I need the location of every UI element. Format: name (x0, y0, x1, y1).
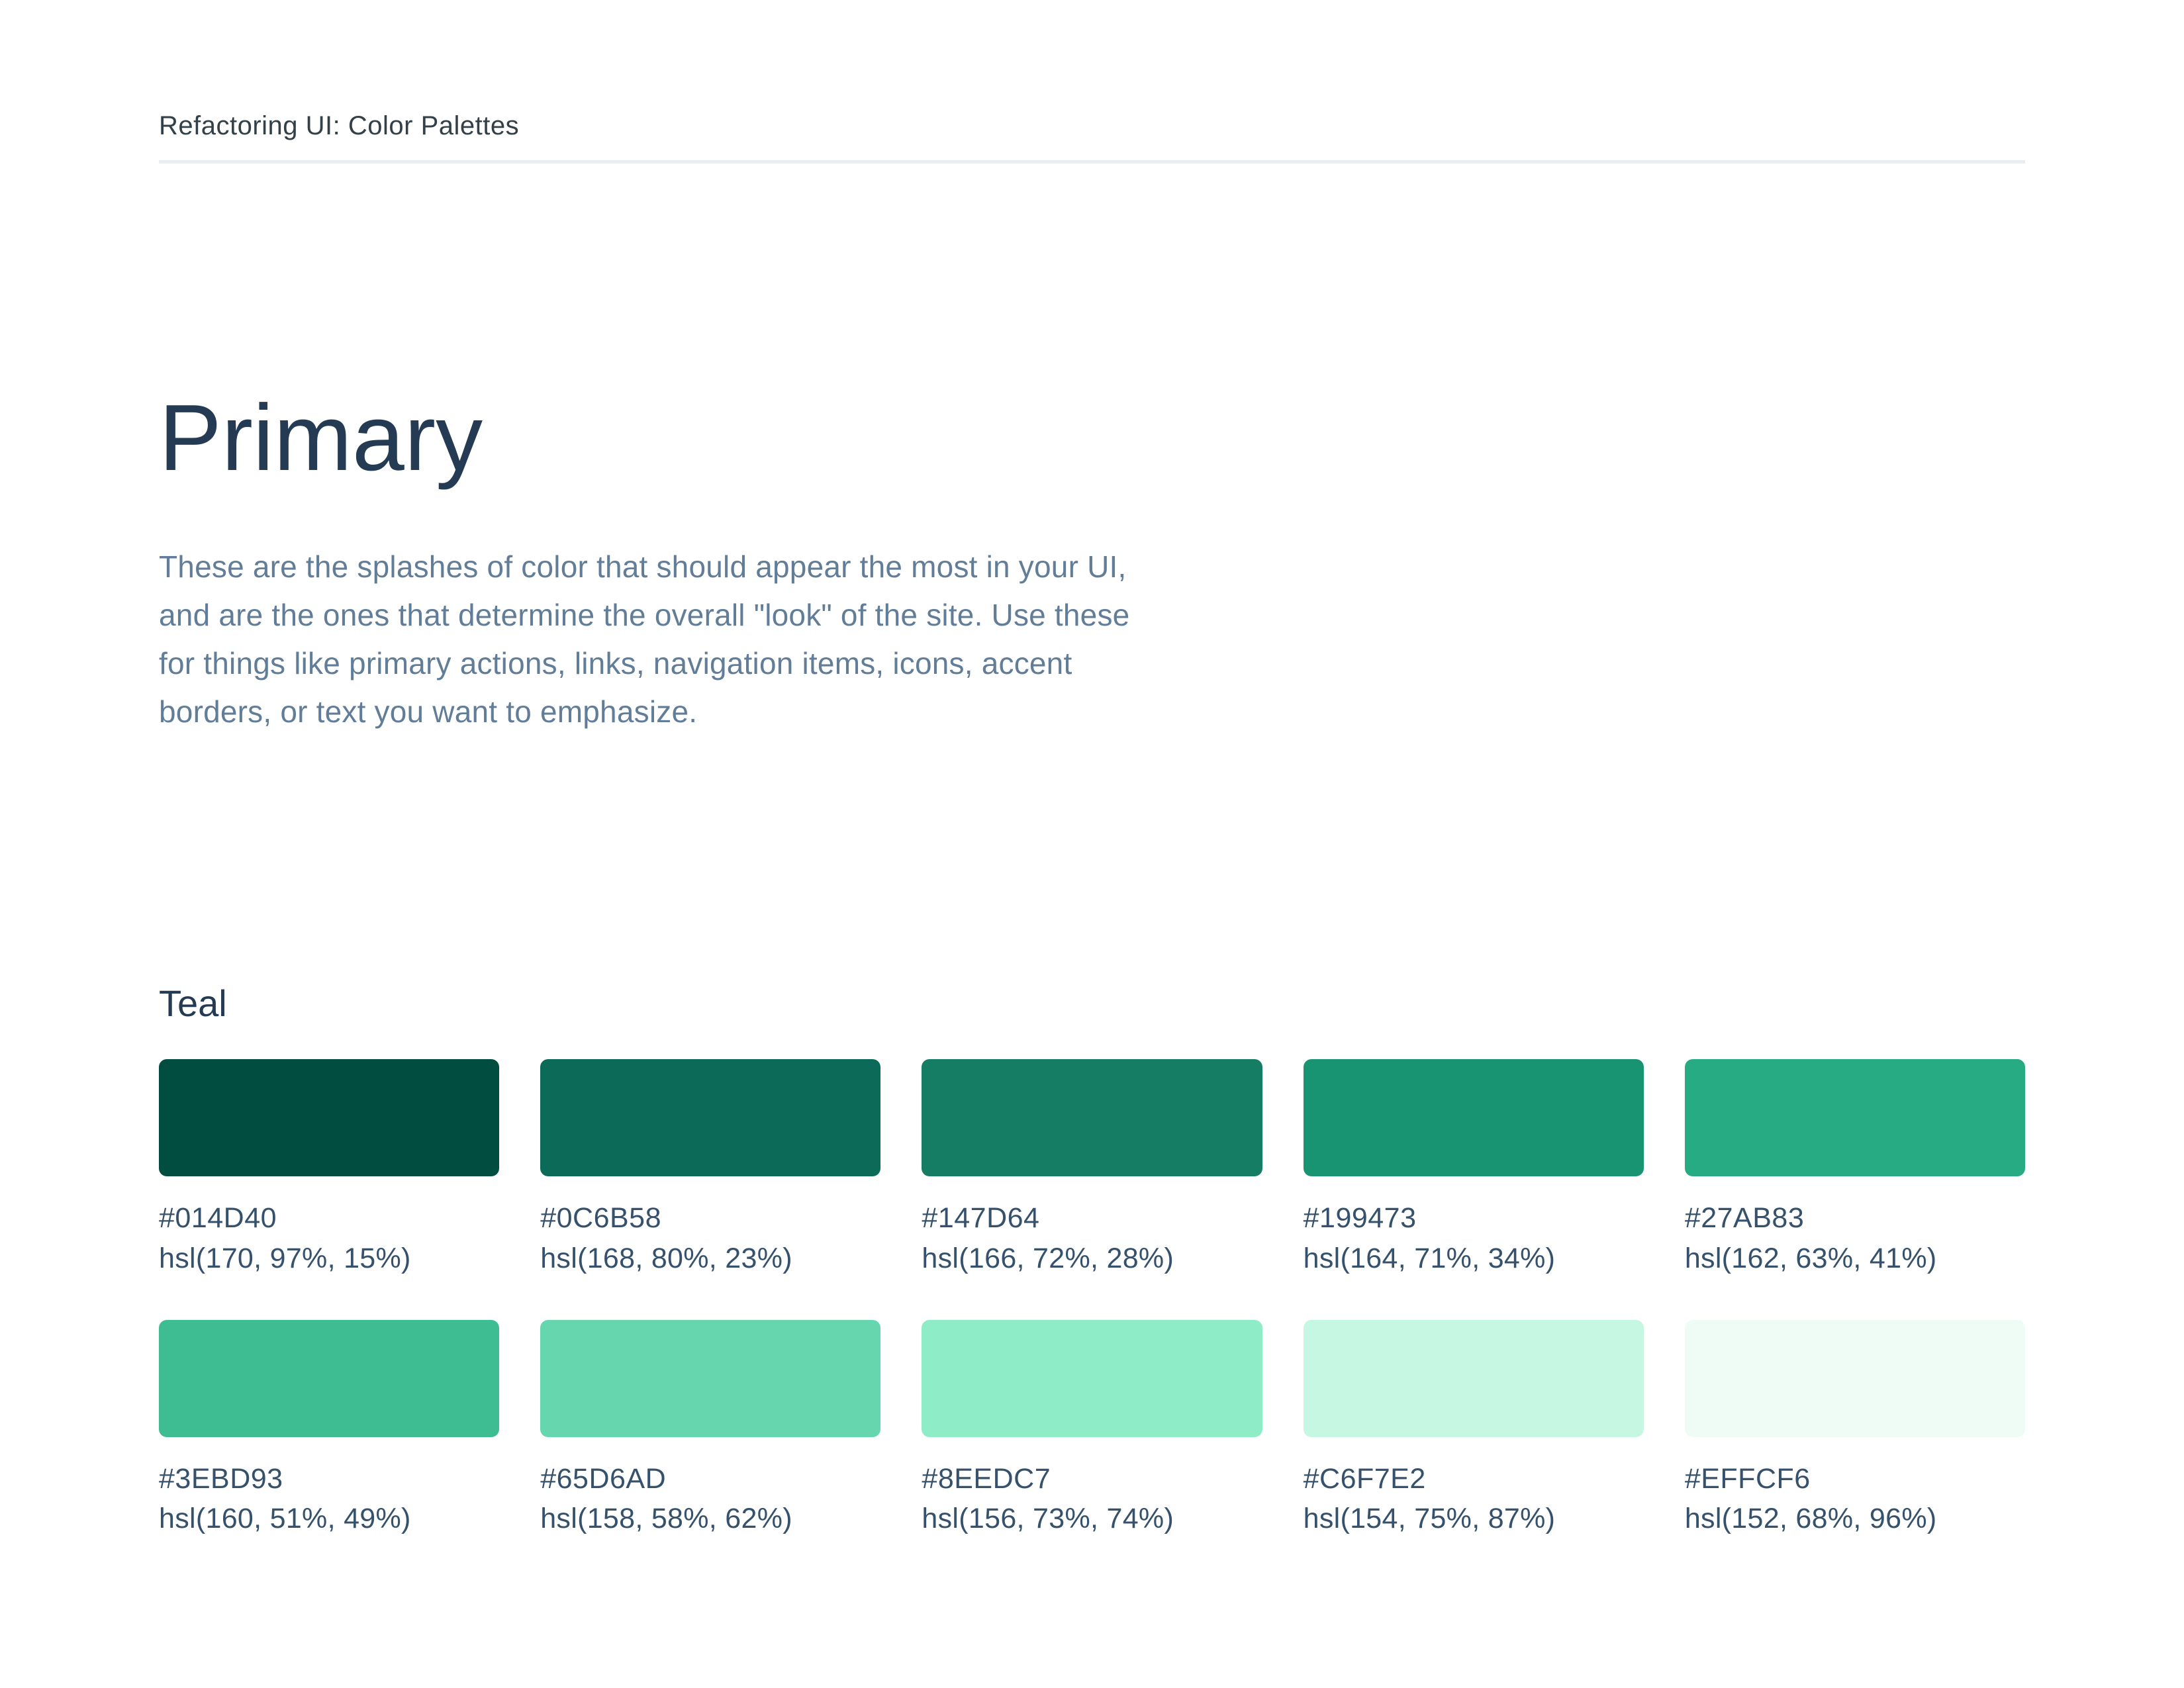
page-header-title: Refactoring UI: Color Palettes (159, 111, 520, 140)
color-swatch (1303, 1319, 1644, 1437)
hex-label: #8EEDC7 (922, 1462, 1051, 1495)
swatch-cell: #27AB83 hsl(162, 63%, 41%) (1684, 1059, 2026, 1276)
swatch-label: #65D6AD hsl(158, 58%, 62%) (540, 1462, 880, 1536)
hex-label: #EFFCF6 (1684, 1462, 1811, 1495)
color-swatch (1684, 1059, 2026, 1177)
hex-label: #C6F7E2 (1303, 1462, 1426, 1495)
swatch-cell: #C6F7E2 hsl(154, 75%, 87%) (1303, 1319, 1644, 1536)
swatch-label: #3EBD93 hsl(160, 51%, 49%) (159, 1462, 499, 1536)
swatch-cell: #199473 hsl(164, 71%, 34%) (1303, 1059, 1644, 1276)
description-line: borders, or text you want to emphasize. (159, 694, 698, 729)
hsl-label: hsl(154, 75%, 87%) (1303, 1503, 1556, 1535)
hex-label: #199473 (1303, 1202, 1417, 1235)
hex-label: #3EBD93 (159, 1462, 283, 1495)
hsl-label: hsl(166, 72%, 28%) (922, 1243, 1174, 1275)
color-swatch (922, 1319, 1262, 1437)
swatch-cell: #3EBD93 hsl(160, 51%, 49%) (159, 1319, 500, 1536)
hex-label: #65D6AD (540, 1462, 667, 1495)
swatch-label: #27AB83 hsl(162, 63%, 41%) (1685, 1201, 2025, 1276)
swatch-cell: #147D64 hsl(166, 72%, 28%) (922, 1059, 1262, 1276)
hsl-label: hsl(156, 73%, 74%) (922, 1503, 1174, 1535)
swatch-label: #199473 hsl(164, 71%, 34%) (1304, 1201, 1644, 1276)
description-line: for things like primary actions, links, … (159, 646, 1072, 681)
color-swatch (540, 1319, 881, 1437)
swatch-label: #8EEDC7 hsl(156, 73%, 74%) (922, 1462, 1262, 1536)
color-swatch (159, 1319, 500, 1437)
section-description: These are the splashes of color that sho… (159, 543, 2025, 736)
hsl-label: hsl(158, 58%, 62%) (540, 1503, 792, 1535)
swatch-row-2: #3EBD93 hsl(160, 51%, 49%) #65D6AD hsl(1… (159, 1319, 2026, 1536)
hsl-label: hsl(164, 71%, 34%) (1303, 1243, 1556, 1275)
palette-name: Teal (159, 982, 227, 1025)
swatch-cell: #014D40 hsl(170, 97%, 15%) (159, 1059, 500, 1276)
hex-label: #147D64 (922, 1202, 1040, 1235)
swatch-label: #147D64 hsl(166, 72%, 28%) (922, 1201, 1262, 1276)
header-divider (159, 160, 2025, 164)
hex-label: #014D40 (159, 1202, 277, 1235)
swatch-cell: #EFFCF6 hsl(152, 68%, 96%) (1684, 1319, 2026, 1536)
description-line: and are the ones that determine the over… (159, 598, 1130, 633)
swatch-label: #0C6B58 hsl(168, 80%, 23%) (540, 1201, 880, 1276)
color-swatch (922, 1059, 1262, 1177)
hsl-label: hsl(162, 63%, 41%) (1684, 1243, 1937, 1275)
swatch-cell: #0C6B58 hsl(168, 80%, 23%) (540, 1059, 881, 1276)
description-line: These are the splashes of color that sho… (159, 549, 1127, 585)
color-swatch (1684, 1319, 2026, 1437)
color-swatch (540, 1059, 881, 1177)
swatch-grid: #014D40 hsl(170, 97%, 15%) #0C6B58 hsl(1… (159, 1059, 2026, 1536)
swatch-label: #014D40 hsl(170, 97%, 15%) (159, 1201, 499, 1276)
hsl-label: hsl(152, 68%, 96%) (1684, 1503, 1937, 1535)
swatch-cell: #65D6AD hsl(158, 58%, 62%) (540, 1319, 881, 1536)
hsl-label: hsl(170, 97%, 15%) (159, 1243, 411, 1275)
color-swatch (1303, 1059, 1644, 1177)
hex-label: #27AB83 (1684, 1202, 1805, 1235)
swatch-cell: #8EEDC7 hsl(156, 73%, 74%) (922, 1319, 1262, 1536)
hsl-label: hsl(168, 80%, 23%) (540, 1243, 792, 1275)
hsl-label: hsl(160, 51%, 49%) (159, 1503, 411, 1535)
swatch-row-1: #014D40 hsl(170, 97%, 15%) #0C6B58 hsl(1… (159, 1059, 2026, 1276)
color-swatch (159, 1059, 500, 1177)
swatch-label: #EFFCF6 hsl(152, 68%, 96%) (1685, 1462, 2025, 1536)
section-title: Primary (159, 385, 483, 491)
hex-label: #0C6B58 (540, 1202, 662, 1235)
swatch-label: #C6F7E2 hsl(154, 75%, 87%) (1304, 1462, 1644, 1536)
